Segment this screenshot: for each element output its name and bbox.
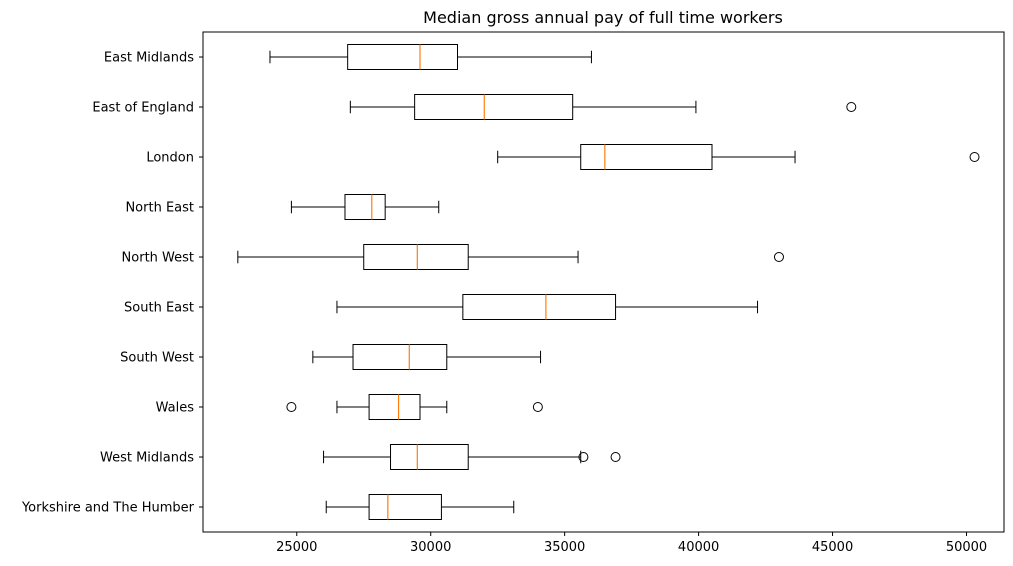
y-tick-label: Wales [156, 401, 195, 416]
iqr-box [344, 194, 386, 220]
iqr-box [368, 394, 421, 420]
iqr-box [580, 144, 713, 170]
boxes-layer [237, 44, 980, 520]
x-tick-label: 35000 [544, 540, 585, 555]
x-axis: 25000 30000 35000 40000 45000 50000 [276, 532, 987, 555]
y-tick-label: London [146, 151, 194, 166]
outlier-point [773, 252, 784, 262]
box-group [237, 244, 784, 270]
outlier-point [286, 402, 297, 412]
box-group [269, 44, 592, 70]
x-tick-label: 30000 [410, 540, 451, 555]
chart-title: Median gross annual pay of full time wor… [423, 8, 783, 27]
x-tick-label: 25000 [276, 540, 317, 555]
x-tick-label: 45000 [812, 540, 853, 555]
outlier-point [610, 452, 621, 462]
x-tick-label: 50000 [946, 540, 987, 555]
outlier-point [578, 452, 589, 462]
y-tick-label: Yorkshire and The Humber [21, 501, 195, 516]
outlier-point [969, 152, 980, 162]
iqr-box [352, 344, 448, 370]
box-group [325, 494, 515, 520]
y-tick-label: North East [125, 201, 194, 216]
box-group [497, 144, 980, 170]
box-group [286, 394, 543, 420]
box-group [290, 194, 440, 220]
iqr-box [363, 244, 469, 270]
iqr-box [368, 494, 442, 520]
box-group [312, 344, 542, 370]
y-tick-label: West Midlands [100, 451, 194, 466]
outlier-point [846, 102, 857, 112]
iqr-box [462, 294, 617, 320]
iqr-box [414, 94, 574, 120]
x-tick-label: 40000 [678, 540, 719, 555]
outlier-point [532, 402, 543, 412]
box-group [336, 294, 759, 320]
y-tick-label: North West [122, 251, 194, 266]
y-tick-label: South West [120, 351, 194, 366]
plot-frame [202, 31, 1005, 533]
y-tick-label: East of England [92, 101, 194, 116]
iqr-box [347, 44, 458, 70]
iqr-box [390, 444, 469, 470]
y-axis: East Midlands East of England London North … [21, 51, 203, 516]
y-tick-label: South East [124, 301, 194, 316]
y-tick-label: East Midlands [104, 51, 194, 66]
box-group [349, 94, 857, 120]
box-group [323, 444, 621, 470]
